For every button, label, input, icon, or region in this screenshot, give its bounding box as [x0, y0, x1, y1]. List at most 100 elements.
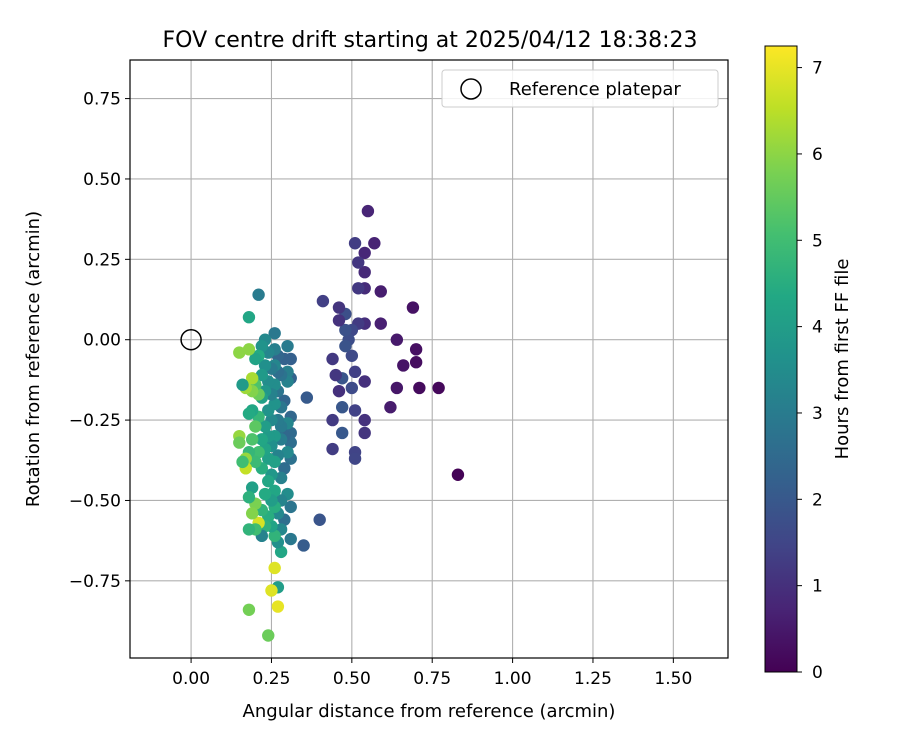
data-point [413, 381, 426, 395]
data-point [258, 420, 272, 433]
data-point [409, 356, 423, 369]
data-point [255, 433, 269, 446]
data-point [255, 339, 269, 353]
data-point [242, 603, 256, 616]
data-point [242, 491, 256, 504]
data-point [409, 343, 423, 356]
data-point [374, 285, 387, 298]
data-point [265, 584, 278, 597]
x-tick-label: 0.00 [172, 669, 210, 689]
y-tick-label: −0.25 [69, 411, 121, 431]
y-tick-label: 0.75 [83, 90, 121, 110]
data-point [384, 401, 397, 414]
data-point [390, 333, 404, 346]
y-tick-label: 0.00 [83, 331, 121, 351]
data-point [352, 282, 365, 295]
data-point [268, 561, 281, 575]
data-point [274, 545, 288, 559]
data-point [326, 352, 339, 366]
colorbar-tick-label: 3 [812, 404, 823, 424]
legend-entry-reference-platepar: Reference platepar [509, 79, 681, 100]
data-point [236, 455, 249, 469]
data-points [233, 204, 465, 642]
data-point [245, 372, 259, 385]
data-point [345, 349, 359, 362]
data-point [332, 314, 346, 327]
data-point [335, 401, 349, 414]
y-axis-label: Rotation from reference (arcmin) [23, 211, 44, 507]
data-point [249, 352, 262, 366]
data-point [284, 532, 297, 546]
x-tick-label: 0.25 [253, 669, 291, 689]
data-point [258, 359, 272, 372]
data-point [326, 413, 339, 427]
y-tick-label: 0.25 [83, 250, 121, 270]
y-tick-label: 0.50 [83, 170, 121, 190]
data-point [348, 404, 362, 417]
colorbar-tick-label: 7 [812, 59, 823, 79]
data-point [255, 368, 269, 382]
data-point [281, 446, 294, 459]
data-point [297, 539, 310, 552]
data-point [268, 529, 281, 543]
colorbar [764, 45, 798, 673]
data-point [348, 365, 362, 379]
data-point [374, 317, 387, 330]
colorbar-tick-label: 6 [812, 145, 823, 165]
plot-frame [129, 59, 729, 659]
data-point [397, 359, 410, 372]
data-point [249, 455, 262, 469]
data-point [313, 513, 326, 526]
data-point [242, 343, 256, 356]
x-tick-label: 1.50 [654, 669, 692, 689]
legend: Reference platepar [441, 69, 719, 108]
data-point [268, 484, 281, 498]
colorbar-tick-label: 1 [812, 577, 823, 597]
x-axis-ticks: 0.00 0.25 0.50 0.75 1.00 1.25 1.50 [172, 658, 692, 689]
data-point [368, 237, 381, 250]
legend-box [441, 69, 719, 108]
data-point [358, 246, 371, 260]
data-point [335, 426, 349, 440]
data-point [348, 452, 362, 465]
data-point [332, 384, 346, 398]
data-point [233, 436, 246, 449]
legend-marker-icon [460, 78, 482, 100]
grid-lines [130, 60, 728, 658]
data-point [345, 381, 359, 395]
data-point [300, 391, 314, 404]
data-point [242, 407, 256, 420]
data-point [316, 294, 330, 308]
colorbar-tick-label: 5 [812, 231, 823, 251]
colorbar-ticks: 0 1 2 3 4 5 6 7 [797, 59, 823, 683]
x-tick-label: 1.25 [574, 669, 612, 689]
data-point [358, 413, 371, 427]
data-point [262, 452, 275, 465]
y-tick-label: −0.50 [69, 491, 121, 511]
data-point [242, 523, 256, 536]
colorbar-tick-label: 2 [812, 490, 823, 510]
data-point [329, 368, 342, 382]
data-point [245, 481, 259, 494]
colorbar-tick-label: 4 [812, 318, 823, 338]
colorbar-tick-label: 0 [812, 663, 823, 683]
data-point [284, 500, 297, 514]
data-point [326, 442, 339, 456]
data-point [274, 471, 288, 485]
data-point [271, 600, 285, 613]
data-point [252, 288, 265, 301]
data-point [406, 301, 420, 314]
data-point [242, 311, 256, 324]
data-point [361, 204, 375, 218]
data-point [262, 474, 275, 488]
data-point [278, 462, 291, 475]
data-point [432, 381, 445, 395]
x-tick-label: 0.50 [333, 669, 371, 689]
data-point [262, 629, 275, 642]
x-tick-label: 0.75 [413, 669, 451, 689]
data-point [262, 404, 275, 417]
data-point [451, 468, 465, 481]
data-point [245, 433, 259, 446]
data-point [358, 265, 371, 279]
data-point [352, 256, 365, 269]
